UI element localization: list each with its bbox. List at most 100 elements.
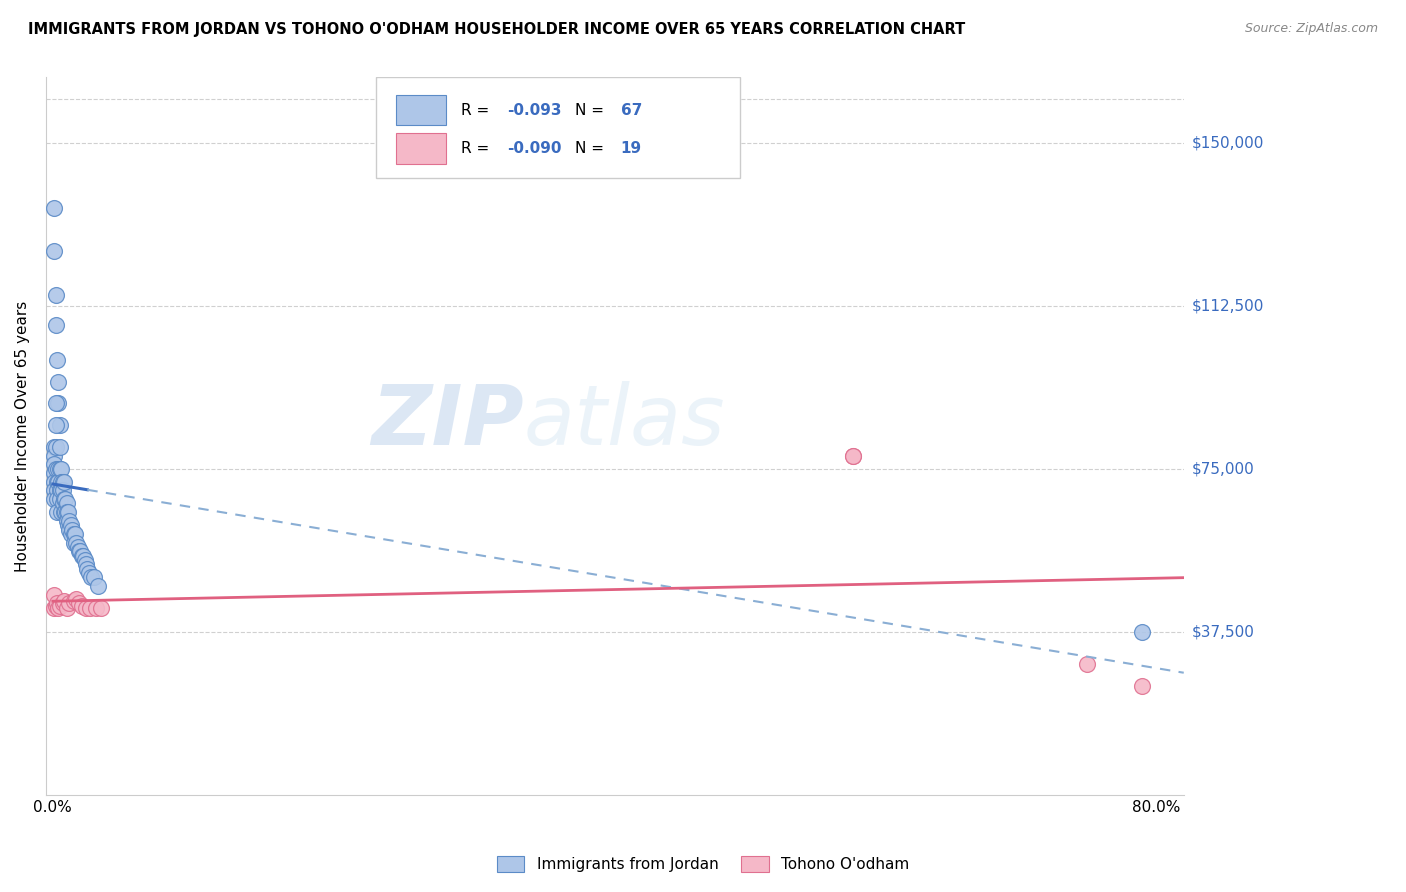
Text: R =: R = xyxy=(461,103,495,118)
Point xyxy=(72,549,94,563)
Point xyxy=(49,461,72,475)
Point xyxy=(53,492,76,507)
Point xyxy=(45,418,67,433)
Point xyxy=(44,466,66,480)
Point xyxy=(59,527,82,541)
Point xyxy=(52,505,75,519)
Text: -0.090: -0.090 xyxy=(506,141,561,156)
Point xyxy=(60,523,83,537)
Point xyxy=(83,570,105,584)
Text: atlas: atlas xyxy=(524,381,725,462)
Text: $75,000: $75,000 xyxy=(1192,461,1254,476)
Point xyxy=(1076,657,1098,672)
FancyBboxPatch shape xyxy=(396,95,447,126)
FancyBboxPatch shape xyxy=(375,78,740,178)
Point xyxy=(1132,679,1154,693)
Point xyxy=(46,475,69,489)
Text: -0.093: -0.093 xyxy=(506,103,561,118)
Point xyxy=(44,588,66,602)
Point xyxy=(45,440,67,454)
Point xyxy=(49,505,72,519)
Point xyxy=(56,505,79,519)
Point xyxy=(44,440,66,454)
Point xyxy=(49,483,72,498)
Point xyxy=(45,599,67,613)
Point xyxy=(51,596,73,610)
Point xyxy=(44,475,66,489)
Text: IMMIGRANTS FROM JORDAN VS TOHONO O'ODHAM HOUSEHOLDER INCOME OVER 65 YEARS CORREL: IMMIGRANTS FROM JORDAN VS TOHONO O'ODHAM… xyxy=(28,22,966,37)
Point xyxy=(55,514,77,528)
Point xyxy=(51,496,73,510)
Point xyxy=(49,475,72,489)
Point xyxy=(46,353,69,368)
Point xyxy=(49,461,72,475)
Point xyxy=(56,518,79,533)
Point xyxy=(45,287,67,301)
Point xyxy=(73,553,96,567)
Point xyxy=(58,596,80,610)
Text: Source: ZipAtlas.com: Source: ZipAtlas.com xyxy=(1244,22,1378,36)
Point xyxy=(48,475,70,489)
Text: R =: R = xyxy=(461,141,495,156)
Point xyxy=(44,492,66,507)
Point xyxy=(77,566,100,580)
Point xyxy=(62,535,84,549)
Point xyxy=(51,483,73,498)
Point xyxy=(44,600,66,615)
Text: N =: N = xyxy=(575,103,609,118)
Point xyxy=(62,594,84,608)
Point xyxy=(44,201,66,215)
Point xyxy=(87,579,110,593)
Point xyxy=(44,483,66,498)
Point xyxy=(65,592,87,607)
Point xyxy=(49,440,72,454)
Point xyxy=(75,558,97,572)
Point xyxy=(53,505,76,519)
Text: N =: N = xyxy=(575,141,609,156)
Point xyxy=(58,523,80,537)
Point xyxy=(76,562,98,576)
Point xyxy=(48,461,70,475)
Point xyxy=(46,483,69,498)
Point xyxy=(45,396,67,410)
Point xyxy=(59,518,82,533)
Text: 67: 67 xyxy=(620,103,643,118)
Text: $112,500: $112,500 xyxy=(1192,298,1264,313)
Point xyxy=(842,449,865,463)
Point xyxy=(44,244,66,259)
Point xyxy=(51,475,73,489)
Point xyxy=(44,449,66,463)
Point xyxy=(45,318,67,333)
Point xyxy=(49,418,72,433)
Text: 19: 19 xyxy=(620,141,641,156)
Point xyxy=(46,596,69,610)
Point xyxy=(48,600,70,615)
Point xyxy=(52,594,75,608)
Y-axis label: Householder Income Over 65 years: Householder Income Over 65 years xyxy=(15,301,30,572)
Point xyxy=(46,505,69,519)
Point xyxy=(49,492,72,507)
Text: $37,500: $37,500 xyxy=(1192,624,1256,640)
Point xyxy=(75,600,97,615)
Point xyxy=(62,527,84,541)
Point xyxy=(58,514,80,528)
Point xyxy=(52,475,75,489)
Point xyxy=(49,599,72,613)
Point xyxy=(842,449,865,463)
Point xyxy=(48,375,70,389)
Point xyxy=(67,596,90,610)
Point xyxy=(70,599,93,613)
Legend: Immigrants from Jordan, Tohono O'odham: Immigrants from Jordan, Tohono O'odham xyxy=(489,848,917,880)
Point xyxy=(65,535,87,549)
Text: ZIP: ZIP xyxy=(371,381,524,462)
Point xyxy=(84,600,107,615)
Point xyxy=(48,396,70,410)
Point xyxy=(46,492,69,507)
Point xyxy=(55,600,77,615)
Point xyxy=(79,600,101,615)
Point xyxy=(1132,624,1154,639)
Text: $150,000: $150,000 xyxy=(1192,136,1264,150)
Point xyxy=(49,483,72,498)
Point xyxy=(52,492,75,507)
Point xyxy=(55,496,77,510)
